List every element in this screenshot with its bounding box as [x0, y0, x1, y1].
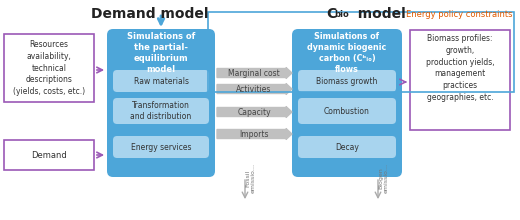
FancyBboxPatch shape	[107, 29, 215, 177]
FancyBboxPatch shape	[298, 98, 396, 124]
Text: Activities: Activities	[236, 84, 271, 94]
Text: Simulations of
dynamic biogenic
carbon (Cᵇᵢₒ)
flows: Simulations of dynamic biogenic carbon (…	[307, 32, 387, 74]
Text: Simulations of
the partial-
equilibrium
model: Simulations of the partial- equilibrium …	[127, 32, 195, 74]
Bar	[208, 12, 514, 92]
Bar	[4, 34, 94, 102]
Bar	[410, 30, 510, 130]
Text: Demand model: Demand model	[91, 7, 209, 21]
Text: Biomass profiles:
growth,
production yields,
management
practices
geographies, e: Biomass profiles: growth, production yie…	[426, 34, 495, 102]
Bar	[4, 140, 94, 170]
Text: Combustion: Combustion	[324, 106, 370, 116]
FancyArrow shape	[217, 68, 292, 79]
Text: Energy policy constraints: Energy policy constraints	[406, 10, 512, 19]
Text: Demand: Demand	[31, 150, 67, 160]
Text: Biomass growth: Biomass growth	[316, 77, 378, 86]
Text: Biogen
emissio…: Biogen emissio…	[378, 163, 389, 193]
Text: Transformation
and distribution: Transformation and distribution	[131, 101, 192, 121]
FancyArrow shape	[217, 128, 292, 139]
Text: Resources
availability,
technical
descriptions
(yields, costs, etc.): Resources availability, technical descri…	[13, 40, 85, 96]
Text: model: model	[348, 7, 406, 21]
Text: Marginal cost: Marginal cost	[228, 68, 280, 77]
Text: Raw materials: Raw materials	[134, 77, 189, 86]
FancyBboxPatch shape	[298, 136, 396, 158]
Text: Fossil
emissio…: Fossil emissio…	[245, 163, 256, 193]
FancyBboxPatch shape	[113, 136, 209, 158]
FancyBboxPatch shape	[292, 29, 402, 177]
Text: Decay: Decay	[335, 143, 359, 152]
FancyBboxPatch shape	[298, 70, 396, 92]
Text: C: C	[326, 7, 336, 21]
FancyBboxPatch shape	[113, 98, 209, 124]
FancyArrow shape	[217, 84, 292, 95]
FancyArrow shape	[217, 106, 292, 117]
FancyBboxPatch shape	[113, 70, 209, 92]
Text: bio: bio	[334, 10, 349, 19]
Text: Energy services: Energy services	[131, 143, 191, 152]
Text: Capacity: Capacity	[237, 108, 271, 117]
Text: Imports: Imports	[239, 130, 269, 139]
